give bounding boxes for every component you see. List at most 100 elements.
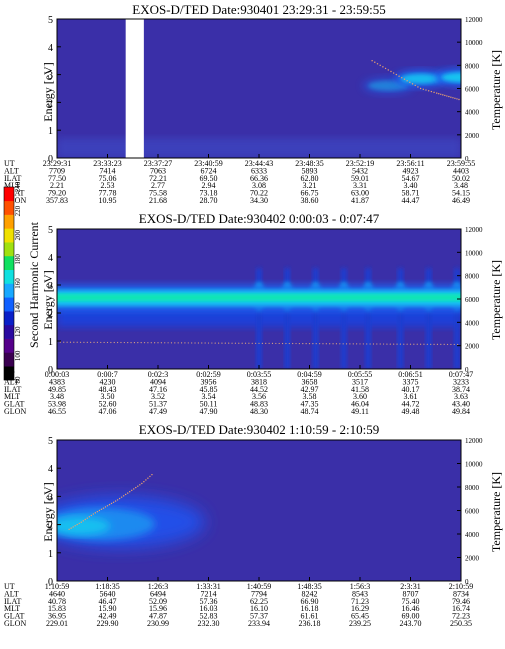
temperature-point (332, 343, 334, 345)
panel-2-temperature-trace (57, 341, 459, 346)
temperature-point (110, 341, 112, 344)
ephemeris-value: 23:40:59 (194, 159, 222, 168)
temperature-point (157, 342, 159, 344)
temperature-point (244, 342, 247, 344)
ephemeris-value: 52.60 (99, 400, 117, 409)
temperature-point (433, 343, 435, 345)
temperature-point (238, 342, 240, 344)
temperature-point (398, 75, 400, 77)
temperature-point (352, 343, 354, 345)
ephemeris-value: 50.02 (452, 174, 470, 183)
temperature-point (420, 343, 422, 345)
temperature-point (395, 73, 398, 76)
temperature-point (315, 343, 317, 345)
temperature-point (433, 91, 435, 94)
temperature-point (349, 343, 351, 345)
ephemeris-row-label: UT (4, 582, 15, 591)
ephemeris-row-label: GLON (4, 619, 26, 628)
temperature-tick-label: 10000 (465, 39, 483, 47)
panel-1-temperature-trace (371, 60, 460, 101)
temperature-tick-label: 4000 (465, 109, 480, 117)
ephemeris-value: 50.11 (200, 400, 218, 409)
ephemeris-value: 44.47 (402, 196, 420, 205)
temperature-point (100, 508, 103, 511)
panel-2-band-core (57, 294, 461, 301)
temperature-point (184, 342, 186, 344)
ephemeris-value: 40.17 (402, 385, 420, 394)
temperature-tick-label: 10000 (465, 249, 483, 257)
temperature-point (319, 343, 321, 345)
temperature-tick-label: 12000 (465, 16, 483, 24)
ephemeris-value: 4640 (49, 589, 65, 598)
temperature-point (443, 343, 445, 346)
ephemeris-value: 34.30 (250, 196, 268, 205)
temperature-point (147, 477, 149, 479)
ephemeris-value: 2:10:59 (449, 582, 473, 591)
temperature-point (80, 521, 82, 523)
panel-3: EXOS-D/TED Date:930402 1:10:59 - 2:10:59… (4, 422, 503, 628)
colorbar-tick-label: 140 (14, 302, 22, 313)
temperature-point (124, 493, 127, 496)
temperature-point (174, 342, 176, 344)
energy-tick-label: 0 (48, 154, 53, 165)
temperature-point (430, 343, 432, 345)
temperature-point (79, 341, 82, 343)
ephemeris-value: 7414 (100, 166, 116, 175)
ephemeris-row-label: UT (4, 159, 15, 168)
temperature-point (69, 341, 72, 343)
temperature-point (362, 343, 364, 345)
ephemeris-value: 44.52 (250, 385, 268, 394)
temperature-point (382, 66, 384, 68)
temperature-point (88, 516, 91, 518)
temperature-point (143, 481, 145, 483)
temperature-point (444, 94, 446, 97)
ephemeris-value: 66.36 (250, 174, 268, 183)
ephemeris-value: 47.35 (301, 400, 319, 409)
ephemeris-value: 250.35 (450, 619, 472, 628)
temperature-point (133, 488, 135, 490)
panel-1: EXOS-D/TED Date:930401 23:29:31 - 23:59:… (4, 2, 503, 205)
spike (256, 268, 262, 369)
ephemeris-value: 6494 (150, 589, 166, 598)
temperature-tick-label: 2000 (465, 555, 480, 563)
temperature-point (335, 343, 338, 345)
ephemeris-row-label: MLT (4, 392, 20, 401)
panel-1-left-axis: 0 1 2 3 4 5 (48, 15, 462, 165)
temperature-point (143, 342, 146, 344)
colorbar-tick-label: 200 (14, 230, 22, 241)
temperature-point (406, 80, 408, 82)
temperature-point (392, 72, 395, 74)
temperature-point (436, 92, 438, 94)
temperature-tick-label: 8000 (465, 484, 480, 492)
temperature-point (131, 489, 133, 492)
temperature-point (275, 342, 277, 345)
ephemeris-value: 62.25 (250, 597, 268, 606)
temperature-point (106, 341, 109, 344)
temperature-tick-label: 0 (465, 366, 469, 374)
colorbar-swatch (4, 242, 14, 257)
ephemeris-value: 66.75 (301, 189, 319, 198)
panel-1-y2label: Temperature [K] (489, 50, 503, 130)
ephemeris-row-label: ALT (4, 377, 19, 386)
panel-1-title: EXOS-D/TED Date:930401 23:29:31 - 23:59:… (132, 2, 385, 17)
energy-tick-label: 3 (48, 492, 53, 503)
ephemeris-value: 5432 (352, 166, 368, 175)
ephemeris-row-label: GLON (4, 196, 26, 205)
temperature-point (100, 341, 102, 344)
temperature-point (118, 497, 121, 500)
ephemeris-value: 3.52 (151, 392, 165, 401)
temperature-point (379, 343, 381, 345)
temperature-point (129, 491, 131, 493)
energy-tick-label: 1 (48, 337, 53, 348)
colorbar-swatch (4, 255, 14, 271)
ephemeris-row-label: GLON (4, 407, 26, 416)
temperature-point (268, 342, 270, 344)
ephemeris-value: 79.20 (48, 189, 66, 198)
temperature-tick-label: 6000 (465, 86, 480, 94)
temperature-point (154, 342, 156, 344)
ephemeris-value: 40.78 (48, 597, 66, 606)
ephemeris-row-label: ILAT (4, 597, 21, 606)
ephemeris-value: 1:26:3 (148, 582, 168, 591)
temperature-point (403, 78, 406, 80)
temperature-point (427, 90, 430, 92)
